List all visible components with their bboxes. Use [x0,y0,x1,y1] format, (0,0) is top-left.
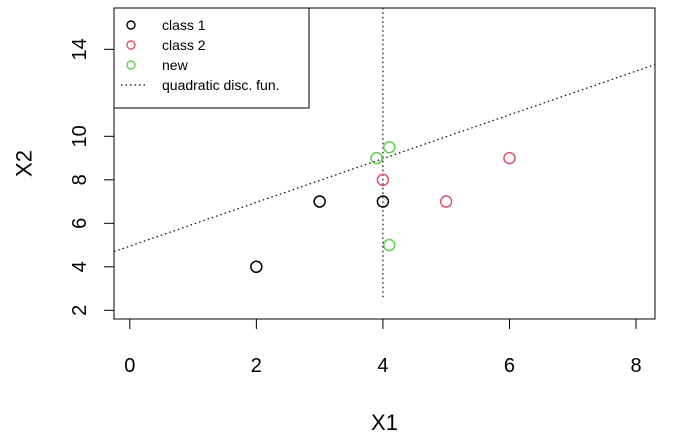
point-new-2 [382,140,396,154]
point-class-2-1 [376,173,390,187]
x-tick-label-0: 0 [124,355,135,377]
legend-label-1: class 1 [162,17,206,33]
boundary-lines [114,8,655,298]
y-tick-label-6: 6 [69,218,91,229]
y-axis: 2 4 6 8 10 14 [69,38,115,316]
point-class-1-2 [313,195,326,208]
x-tick-label-6: 6 [504,355,515,377]
data-points [250,140,516,274]
legend-symbol-3 [126,60,136,70]
point-class-1-1 [250,260,263,274]
y-tick-label-14: 14 [69,38,91,60]
legend-symbol-2 [126,40,136,50]
legend-label-3: new [162,57,189,73]
x-tick-label-8: 8 [630,355,641,377]
y-tick-label-4: 4 [69,261,91,272]
point-class-2-2 [439,195,453,208]
point-new-1 [370,151,383,165]
y-tick-label-8: 8 [69,174,91,185]
legend-label-2: class 2 [162,37,206,53]
legend-box [113,7,310,109]
x-tick-label-2: 2 [251,355,262,377]
y-axis-label: X2 [12,150,37,177]
point-class-2-3 [503,151,516,165]
y-tick-label-10: 10 [69,125,91,147]
boundary-line-1 [114,63,655,253]
legend: class 1 class 2 new quadratic disc. fun. [113,7,310,109]
legend-symbol-1 [126,20,136,30]
point-class-1-3 [376,195,390,208]
point-new-3 [382,238,396,252]
x-tick-label-4: 4 [377,355,388,377]
x-axis: 0 2 4 6 8 [124,318,642,377]
legend-label-4: quadratic disc. fun. [162,77,280,93]
x-axis-label: X1 [371,410,398,435]
y-tick-label-2: 2 [69,305,91,316]
